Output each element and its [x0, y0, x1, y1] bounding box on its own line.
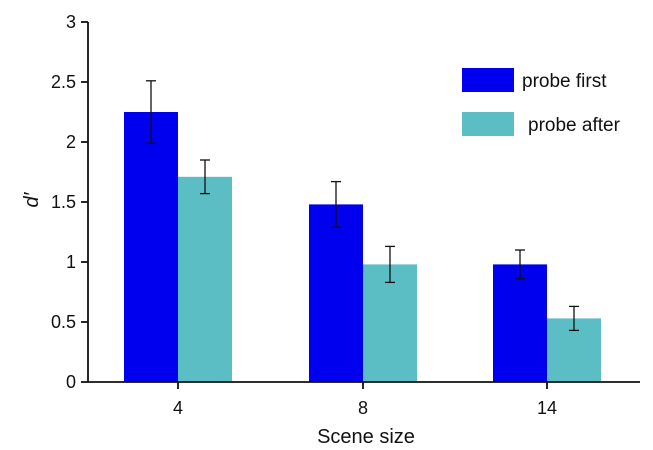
bars-layer [124, 112, 601, 382]
legend-label: probe after [528, 115, 621, 136]
legend-label: probe first [522, 71, 607, 92]
y-tick-label-3: 3 [66, 12, 76, 32]
x-tick-label-4: 4 [173, 398, 183, 418]
y-axis-label: d′ [21, 191, 43, 207]
error-bar-probe-after-8 [385, 245, 395, 284]
y-tick-label-1: 1 [66, 252, 76, 272]
legend-item-probe-first: probe first [462, 68, 607, 92]
error-bar-probe-first-14 [515, 249, 525, 280]
error-bar-probe-after-4 [200, 159, 210, 195]
legend: probe first probe after [462, 68, 621, 136]
legend-swatch [462, 68, 514, 92]
y-tick-label-2: 2 [66, 132, 76, 152]
bar-probe-first-8 [309, 204, 363, 382]
legend-item-probe-after: probe after [462, 112, 621, 136]
bar-probe-first-4 [124, 112, 178, 382]
legend-swatch [462, 112, 514, 136]
bar-probe-after-4 [178, 176, 232, 382]
error-bars-layer [146, 80, 579, 332]
x-tick-label-14: 14 [537, 398, 557, 418]
error-bar-probe-first-4 [146, 80, 156, 144]
x-tick-label-8: 8 [358, 398, 368, 418]
y-tick-label-0.5: 0.5 [51, 312, 76, 332]
bar-probe-after-8 [363, 264, 417, 382]
y-tick-label-0: 0 [66, 372, 76, 392]
bar-probe-first-14 [493, 264, 547, 382]
x-axis-label: Scene size [317, 426, 415, 448]
error-bar-probe-after-14 [569, 305, 579, 332]
y-tick-label-1.5: 1.5 [51, 192, 76, 212]
error-bar-probe-first-8 [331, 180, 341, 228]
y-tick-label-2.5: 2.5 [51, 72, 76, 92]
axes-layer: 0 0.5 1 1.5 2 2.5 3 4 8 14 [51, 12, 640, 418]
